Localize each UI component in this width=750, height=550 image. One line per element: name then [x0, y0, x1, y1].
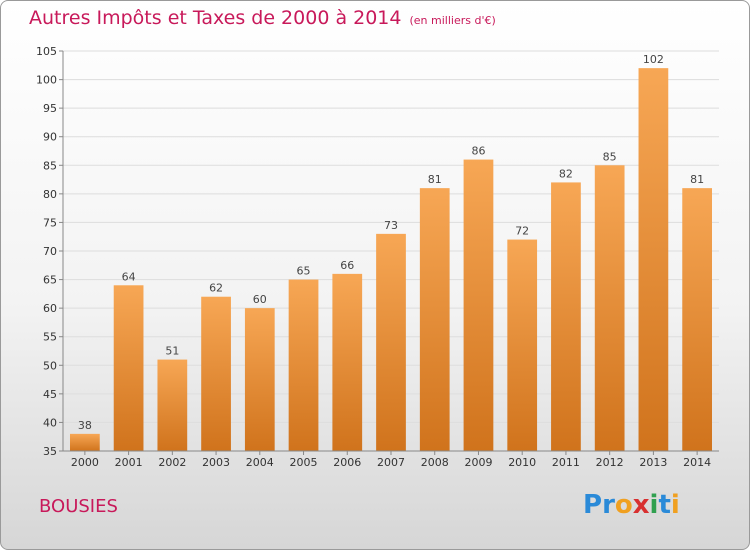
- bar: [419, 188, 450, 451]
- bar: [157, 359, 188, 451]
- logo-letter: P: [583, 490, 603, 520]
- x-tick-label: 2010: [508, 456, 536, 469]
- bar: [638, 68, 669, 452]
- chart-unit: (en milliers d'€): [409, 14, 496, 27]
- bar: [288, 279, 319, 451]
- y-tick-label: 60: [43, 302, 57, 315]
- bar-value-label: 66: [340, 259, 354, 272]
- y-tick-label: 45: [43, 388, 57, 401]
- bar: [507, 239, 538, 451]
- x-tick-label: 2005: [290, 456, 318, 469]
- bar: [201, 296, 231, 451]
- x-tick-label: 2014: [683, 456, 711, 469]
- bars: 38 64 51 62 60 65 66 73 81 86 72 82 85 102 81: [69, 53, 713, 452]
- logo-letter: i: [649, 490, 659, 520]
- bar: [682, 188, 713, 451]
- logo-letter: i: [670, 490, 680, 520]
- x-tick-label: 2012: [596, 456, 624, 469]
- bar-value-label: 102: [643, 53, 664, 66]
- x-tick-label: 2003: [202, 456, 230, 469]
- x-tick-label: 2004: [246, 456, 274, 469]
- y-tick-label: 80: [43, 188, 57, 201]
- y-tick-label: 50: [43, 359, 57, 372]
- bar: [551, 182, 581, 451]
- y-tick-label: 95: [43, 102, 57, 115]
- y-tick-label: 55: [43, 331, 57, 344]
- y-tick-label: 40: [43, 416, 57, 429]
- chart-title-text: Autres Impôts et Taxes de 2000 à 2014: [29, 7, 402, 29]
- bar-value-label: 38: [78, 419, 92, 432]
- proxiti-logo: Proxiti: [583, 490, 680, 520]
- bar-value-label: 82: [559, 167, 573, 180]
- commune-name: BOUSIES: [39, 496, 118, 517]
- y-tick-label: 105: [36, 45, 57, 58]
- bar-value-label: 64: [122, 270, 136, 283]
- y-tick-label: 85: [43, 159, 57, 172]
- y-tick-label: 35: [43, 445, 57, 458]
- bar-value-label: 65: [297, 265, 311, 278]
- bar-value-label: 62: [209, 282, 223, 295]
- x-tick-label: 2013: [639, 456, 667, 469]
- bar: [376, 233, 406, 451]
- bar-value-label: 81: [428, 173, 442, 186]
- bar: [594, 165, 625, 452]
- bar-value-label: 72: [515, 225, 529, 238]
- x-tick-label: 2001: [115, 456, 143, 469]
- logo-letter: x: [632, 490, 650, 520]
- bar: [69, 433, 100, 451]
- y-tick-label: 75: [43, 216, 57, 229]
- y-tick-label: 70: [43, 245, 57, 258]
- logo-letter: o: [614, 490, 633, 520]
- x-tick-label: 2007: [377, 456, 405, 469]
- bar: [244, 308, 275, 451]
- x-tick-label: 2009: [464, 456, 492, 469]
- bar-value-label: 73: [384, 219, 398, 232]
- x-tick-label: 2006: [333, 456, 361, 469]
- x-tick-label: 2002: [158, 456, 186, 469]
- logo-letter: r: [602, 490, 615, 520]
- bar: [113, 285, 144, 451]
- y-tick-label: 65: [43, 274, 57, 287]
- y-tick-label: 100: [36, 74, 57, 87]
- bar-value-label: 86: [471, 145, 485, 158]
- x-axis: 2000 2001 2002 2003 2004 2005 2006 2007 2008 2009…: [63, 450, 719, 469]
- chart-title: Autres Impôts et Taxes de 2000 à 2014 (en…: [29, 7, 496, 29]
- x-tick-label: 2000: [71, 456, 99, 469]
- bar-value-label: 85: [603, 150, 617, 163]
- bar-value-label: 81: [690, 173, 704, 186]
- y-tick-label: 90: [43, 131, 57, 144]
- bar: [463, 159, 494, 452]
- x-tick-label: 2008: [421, 456, 449, 469]
- x-tick-label: 2011: [552, 456, 580, 469]
- bar-value-label: 51: [165, 345, 179, 358]
- bar: [332, 273, 363, 451]
- y-axis: 35 40 45 50 55 60 65 70 75 80 85 90 95 100 105: [36, 45, 64, 458]
- bar-value-label: 60: [253, 293, 267, 306]
- logo-letter: t: [658, 490, 671, 520]
